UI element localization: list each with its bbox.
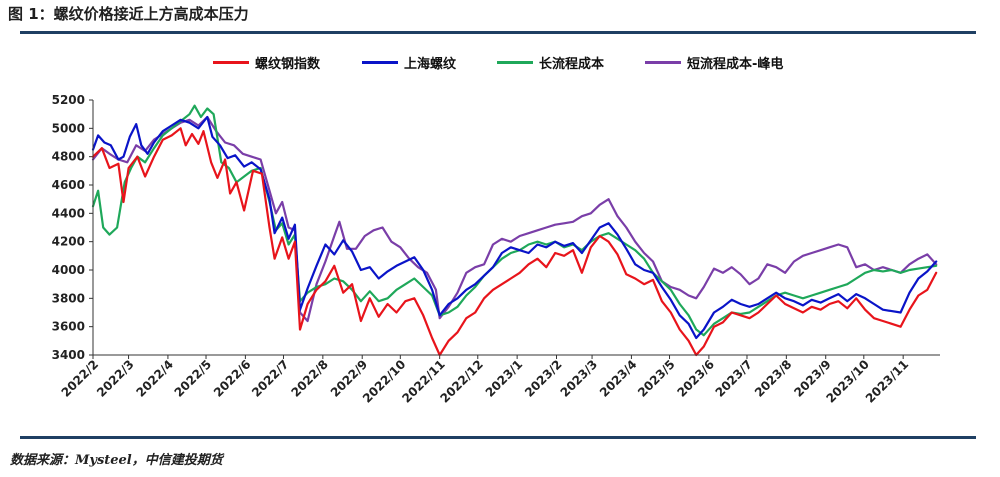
legend-item-steel-index: 螺纹钢指数 — [213, 54, 321, 72]
legend-item-long-process-cost: 长流程成本 — [497, 54, 605, 72]
legend-label-shanghai-rebar: 上海螺纹 — [404, 56, 457, 72]
x-tick-label: 2023/4 — [597, 357, 640, 400]
series-line-short-process-cost — [91, 115, 938, 323]
x-tick-label: 2023/5 — [635, 357, 678, 400]
y-tick-label: 3600 — [52, 320, 85, 334]
x-tick-label: 2023/3 — [558, 357, 601, 400]
x-tick-label: 2023/11 — [863, 357, 911, 405]
figure-title: 图 1：螺纹价格接近上方高成本压力 — [8, 5, 249, 23]
legend-swatch-short-process-cost — [645, 60, 681, 64]
legend-swatch-long-process-cost — [497, 60, 533, 64]
data-source: 数据来源：Mysteel，中信建投期货 — [10, 453, 223, 468]
top-rule — [20, 31, 976, 34]
x-tick-label: 2022/4 — [134, 357, 177, 400]
x-tick-label: 2023/6 — [674, 357, 717, 400]
chart-legend: 螺纹钢指数 上海螺纹 长流程成本 短流程成本-峰电 — [0, 54, 1000, 72]
x-tick-label: 2022/5 — [172, 357, 215, 400]
y-tick-label: 4400 — [52, 206, 85, 220]
legend-swatch-steel-index — [213, 60, 249, 64]
bottom-rule — [20, 436, 976, 439]
x-tick-label: 2023/2 — [522, 357, 565, 400]
legend-item-shanghai-rebar: 上海螺纹 — [362, 54, 457, 72]
legend-label-steel-index: 螺纹钢指数 — [255, 56, 321, 72]
x-tick-label: 2022/3 — [94, 357, 137, 400]
x-tick-label: 2023/7 — [713, 357, 756, 400]
y-tick-label: 5200 — [52, 93, 85, 107]
series-line-shanghai-rebar — [91, 115, 938, 340]
x-tick-label: 2022/7 — [249, 357, 292, 400]
legend-label-long-process-cost: 长流程成本 — [539, 56, 605, 72]
x-tick-label: 2023/8 — [752, 357, 795, 400]
x-tick-label: 2022/2 — [59, 357, 102, 400]
legend-swatch-shanghai-rebar — [362, 60, 398, 64]
x-tick-label: 2022/6 — [211, 357, 254, 400]
y-tick-label: 4600 — [52, 178, 85, 192]
y-axis-ticks: 3400 3600 3800 4000 4200 4400 4600 4800 5000 5200 — [52, 93, 93, 362]
y-tick-label: 5000 — [52, 121, 85, 135]
line-chart: 3400 3600 3800 4000 4200 4400 4600 4800 5000 5200… — [52, 93, 940, 406]
series-layer — [91, 104, 938, 357]
y-tick-label: 4800 — [52, 150, 85, 164]
series-line-steel-index — [91, 127, 938, 357]
legend-item-short-process-cost: 短流程成本-峰电 — [645, 54, 784, 72]
y-tick-label: 4200 — [52, 235, 85, 249]
y-tick-label: 4000 — [52, 263, 85, 277]
y-tick-label: 3800 — [52, 291, 85, 305]
x-axis-ticks: 2022/22022/32022/42022/52022/62022/72022… — [59, 355, 911, 406]
legend-label-short-process-cost: 短流程成本-峰电 — [687, 56, 784, 72]
y-tick-label: 3400 — [52, 348, 85, 362]
x-tick-label: 2022/8 — [288, 357, 331, 400]
x-tick-label: 2023/1 — [483, 357, 526, 400]
